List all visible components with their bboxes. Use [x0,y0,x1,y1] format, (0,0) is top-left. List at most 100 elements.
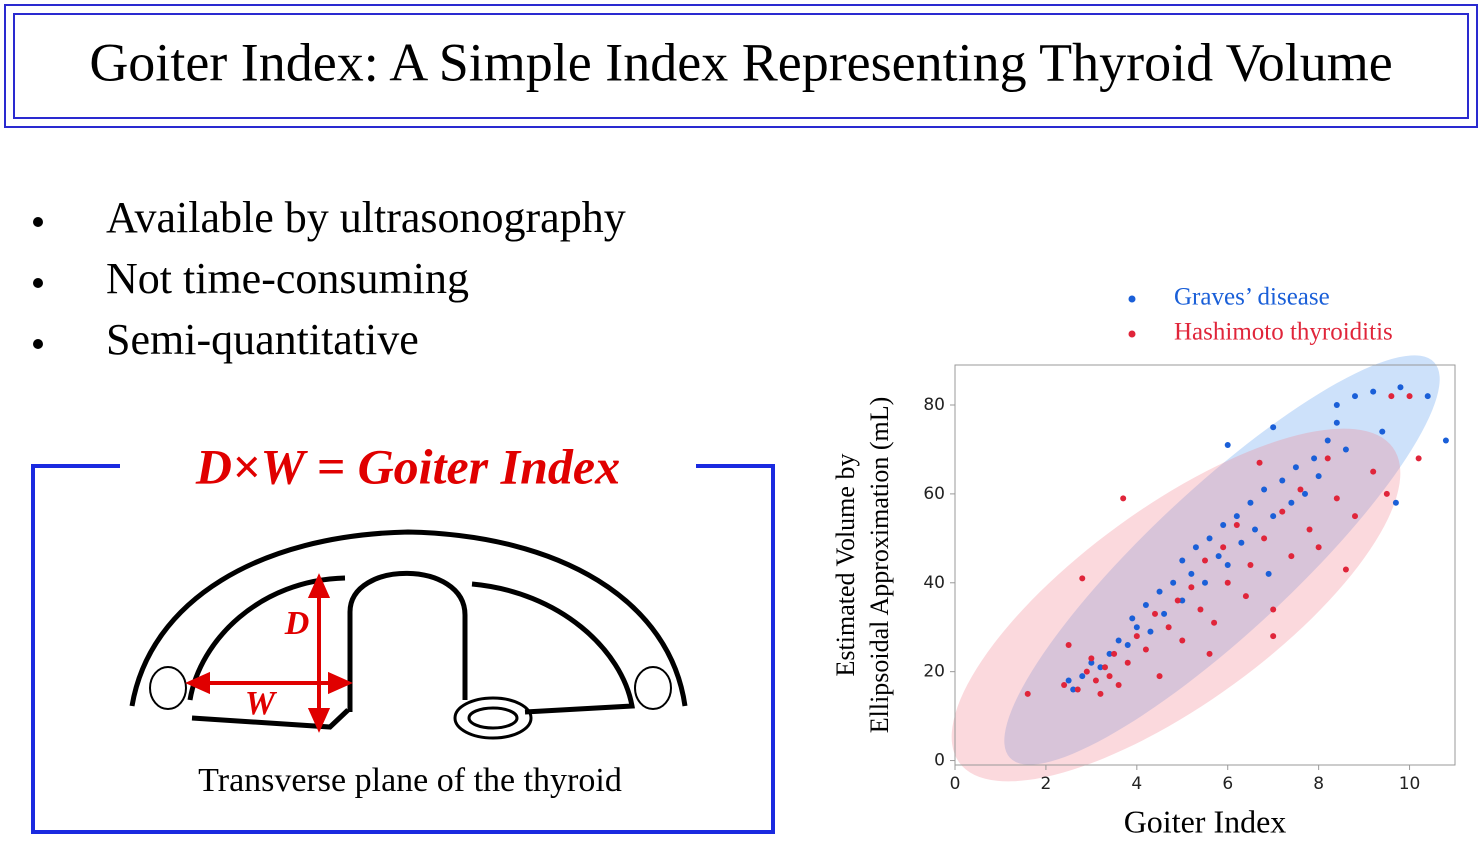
data-point [1288,553,1295,560]
data-point [1247,562,1254,568]
data-point [1288,499,1295,506]
legend-marker [1128,330,1136,338]
data-point [1270,424,1277,431]
data-point [1079,673,1086,680]
legend-label: Hashimoto thyroiditis [1174,319,1393,346]
data-point [1174,597,1181,604]
y-tick-label: 0 [934,751,945,771]
data-point [1292,464,1299,471]
data-point [1111,650,1118,657]
width-label: W [245,685,278,722]
graves-ellipse [1004,355,1440,765]
data-point [1261,486,1268,493]
data-point [1352,393,1358,400]
data-point [1088,659,1095,666]
data-point [1270,513,1277,520]
data-point [1215,553,1222,560]
data-point [1124,642,1131,648]
data-point [1233,522,1240,528]
thyroid-drawing [129,529,688,740]
data-point [1070,686,1077,693]
legend-label: Graves’ disease [1174,284,1330,311]
data-point [1256,459,1263,466]
data-point [1397,384,1404,391]
data-point [1179,557,1186,564]
data-point [1147,628,1154,635]
data-point [1079,575,1086,582]
data-point [1392,499,1399,506]
data-point [1333,495,1340,502]
data-point [1252,526,1258,533]
data-point [1370,388,1377,395]
data-point [1379,428,1386,435]
data-point [1156,673,1163,680]
y-tick-label: 20 [923,662,945,682]
data-point [1065,677,1072,684]
bullet-text: Available by ultrasonography [106,193,626,242]
data-point [1352,513,1358,520]
data-point [1170,579,1177,586]
data-point [1188,570,1195,577]
data-point [1152,610,1158,617]
data-point [1197,606,1204,613]
data-point [1415,455,1422,462]
data-point [1097,664,1104,671]
data-point [1242,593,1249,600]
slide-title: Goiter Index: A Simple Index Representin… [89,32,1392,92]
x-tick-label: 2 [1040,774,1051,794]
data-point [1165,624,1172,631]
data-point [1220,522,1227,528]
data-point [1238,539,1245,546]
x-tick-label: 8 [1313,774,1324,794]
bullet-dot [33,217,43,227]
data-point [1233,513,1240,520]
data-point [1342,446,1349,453]
data-point [1206,650,1213,657]
data-point [1106,673,1113,680]
title-frame-inner [13,13,1469,119]
depth-label: D [284,605,310,642]
data-point [1106,650,1113,657]
data-point [1342,566,1349,573]
data-point [1102,664,1108,671]
data-point [1370,468,1377,475]
data-point [1142,602,1149,608]
data-point [1097,690,1104,697]
data-point [1270,606,1277,613]
x-tick-label: 10 [1399,774,1421,794]
y-tick-label: 60 [923,484,945,504]
data-point [1324,437,1331,444]
data-point [1092,677,1099,684]
data-point [1383,490,1390,497]
legend-marker [1128,295,1136,303]
diagram-title: D×W = Goiter Index [195,438,620,494]
x-axis-title: Goiter Index [1124,803,1287,839]
data-point [1442,437,1449,444]
data-point [1179,637,1186,644]
data-point [1270,633,1277,640]
data-point [1088,655,1095,662]
data-point [1333,402,1340,408]
data-point [1265,570,1272,577]
data-point [1297,486,1304,493]
scatter-chart: 0 2 4 6 8 10 0 20 40 60 80 Goiter Index Estimated Vo… [831,284,1456,839]
data-point [1306,526,1313,533]
data-point [1406,393,1413,400]
data-point [1279,477,1286,484]
x-tick-label: 6 [1222,774,1233,794]
data-point [1315,544,1322,551]
data-point [1279,508,1286,515]
y-axis-title: Estimated Volume by [831,454,860,677]
data-point [1133,633,1140,640]
data-point [1188,584,1195,591]
y-tick-label: 40 [923,573,945,593]
hashimoto-ellipse [951,428,1401,782]
data-point [1142,646,1149,653]
data-point [1161,610,1168,617]
bullet-list: Available by ultrasonography Not time-con… [33,193,626,364]
measure-arrows [185,573,353,733]
x-tick-label: 4 [1131,774,1142,794]
plot-frame [954,364,1456,766]
